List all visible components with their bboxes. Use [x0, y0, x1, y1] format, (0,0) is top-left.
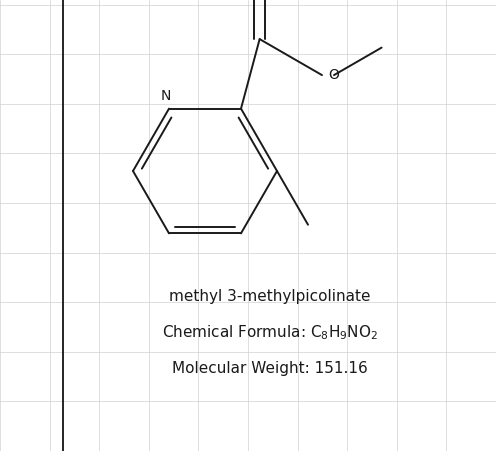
Text: methyl 3-methylpicolinate: methyl 3-methylpicolinate — [169, 289, 371, 304]
Text: Molecular Weight: 151.16: Molecular Weight: 151.16 — [172, 362, 368, 377]
Text: O: O — [328, 68, 339, 82]
Text: Chemical Formula: C$_8$H$_9$NO$_2$: Chemical Formula: C$_8$H$_9$NO$_2$ — [162, 324, 378, 342]
Text: N: N — [161, 89, 171, 103]
